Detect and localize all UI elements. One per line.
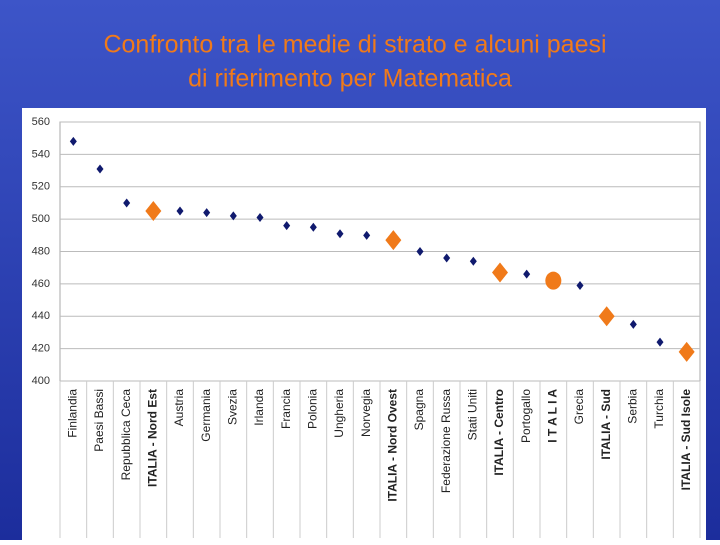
x-tick-label: Norvegia [359,389,373,437]
point [523,269,531,279]
point [229,211,237,221]
x-tick-label: I T A L I A [546,389,560,443]
x-tick-label: Repubblica Ceca [119,389,133,481]
y-tick-label: 480 [32,245,50,257]
point [69,136,77,146]
x-tick-label: Paesi Bassi [92,389,106,452]
y-tick-label: 540 [32,148,50,160]
x-tick-label: Finlandia [66,389,80,438]
point [123,198,131,208]
point [385,230,402,251]
y-tick-label: 500 [32,213,50,225]
x-tick-label: Irlanda [252,389,266,426]
x-tick-label: ITALIA - Nord Est [146,389,160,487]
point [363,230,371,240]
x-tick-label: Polonia [306,389,320,429]
point [416,247,424,256]
x-tick-label: ITALIA - Sud Isole [679,389,693,491]
x-tick-label: Turchia [652,389,666,429]
y-tick-label: 560 [32,116,50,128]
y-tick-label: 420 [32,343,50,355]
point [145,201,162,222]
y-tick-label: 440 [32,310,50,322]
point [576,280,584,290]
x-tick-label: Federazione Russa [439,389,453,493]
y-tick-label: 400 [32,375,50,387]
title-line: Confronto tra le medie di strato e alcun… [103,31,606,59]
x-tick-label: Svezia [226,389,240,425]
point [629,319,637,329]
x-tick-label: ITALIA - Nord Ovest [386,389,400,502]
y-tick-label: 520 [32,181,50,193]
x-tick-label: Grecia [572,389,586,425]
point [545,271,562,290]
point [492,262,508,283]
point [443,253,451,263]
x-tick-label: Ungheria [332,389,346,438]
y-tick-label: 460 [32,278,50,290]
x-tick-label: Francia [279,389,293,429]
point [96,164,104,174]
point [309,222,317,232]
x-tick-label: Germania [199,389,213,442]
x-tick-label: Austria [172,389,186,427]
point [176,206,184,216]
title-line: di riferimento per Matematica [188,65,512,93]
x-tick-label: ITALIA - Centro [492,389,506,476]
point [256,213,264,223]
point [598,306,615,327]
point [469,256,477,266]
x-tick-label: ITALIA - Sud [599,389,613,460]
x-tick-label: Serbia [626,389,640,424]
point [336,229,344,239]
point [203,208,211,218]
x-tick-label: Spagna [412,389,426,431]
point [283,221,291,231]
point [678,341,695,362]
point [656,337,664,347]
x-tick-label: Portogallo [519,389,533,443]
x-tick-label: Stati Uniti [466,389,480,440]
